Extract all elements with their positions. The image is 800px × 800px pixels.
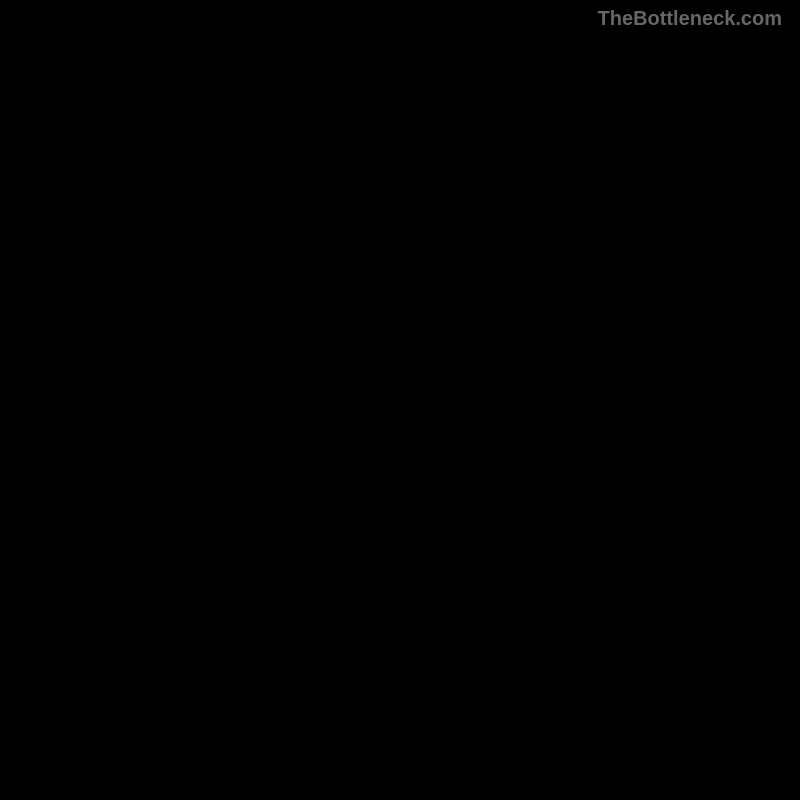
heatmap-canvas — [20, 35, 780, 780]
crosshair-horizontal — [20, 780, 780, 781]
heatmap-plot — [20, 35, 780, 780]
watermark: TheBottleneck.com — [598, 8, 782, 31]
crosshair-marker — [16, 776, 24, 784]
crosshair-vertical — [20, 35, 21, 780]
